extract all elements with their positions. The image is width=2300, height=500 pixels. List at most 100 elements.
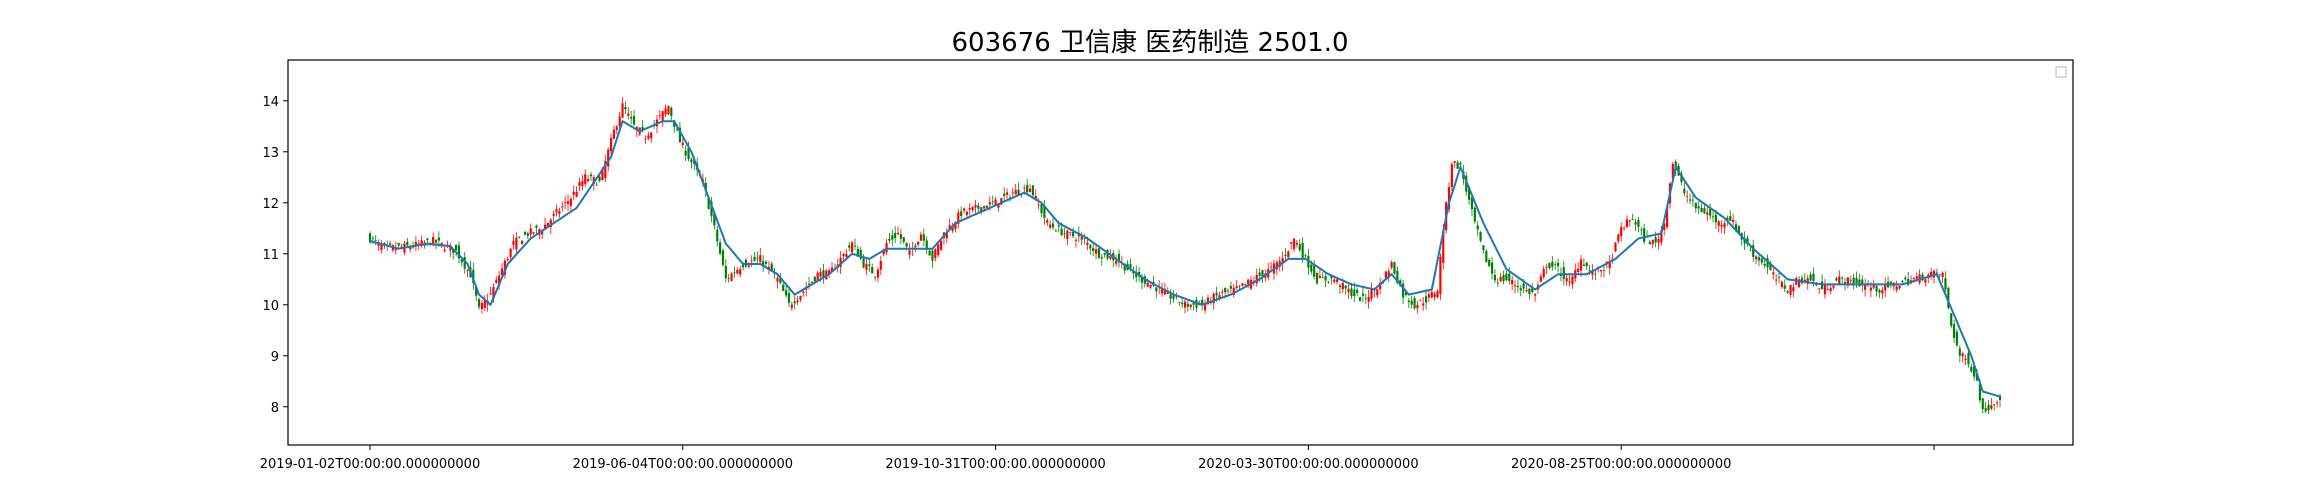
candle-body [1835,278,1838,281]
candle-body [1577,268,1580,272]
candle-body [1069,232,1072,234]
candle-body [1622,228,1626,230]
candle-body [1396,270,1399,284]
candle-body [1436,291,1439,298]
candle-body [873,276,877,278]
candle-body [1402,283,1405,298]
candle-body [1049,224,1052,228]
candle-body [630,117,633,119]
candle-body [937,244,940,256]
candle-body [1551,261,1554,267]
candle-body [1562,267,1565,280]
candle-body [1364,297,1367,299]
y-tick-label: 10 [262,299,279,314]
candle-body [552,213,555,216]
candle-body [1912,278,1915,280]
candle-body [681,142,684,146]
candle-body [960,211,963,217]
candle-body [1987,404,1990,411]
candle-body [1106,249,1109,259]
candle-body [1554,264,1557,266]
candle-body [1978,384,1982,401]
candle-body [1671,163,1674,179]
candle-body [1014,189,1017,195]
candle-body [472,269,475,283]
candle-body [796,300,799,303]
candle-body [426,238,429,241]
candle-body [466,269,469,271]
candle-body [535,225,538,228]
candle-body [868,264,871,266]
candle-body [1534,294,1537,296]
candle-body [587,179,590,182]
candle-body [1244,283,1247,285]
candle-body [1591,271,1594,275]
candle-body [1456,162,1459,169]
candle-body [1502,275,1505,282]
candle-body [1338,285,1342,288]
candle-body [1688,199,1692,201]
candle-body [1852,277,1855,286]
candle-body [1005,192,1009,195]
candle-body [1499,276,1502,282]
candle-body [1092,247,1095,251]
candle-body [1040,203,1043,214]
candle-body [644,138,647,140]
candle-body [1281,258,1284,264]
candle-body [1706,212,1709,215]
candle-body [965,211,968,215]
candle-body [1637,220,1640,227]
candle-body [1548,263,1551,269]
candle-body [704,182,707,192]
candle-body [1568,281,1571,283]
candle-body [564,201,567,203]
candle-body [934,249,937,259]
candle-body [463,257,466,269]
candle-body [1318,275,1321,279]
candle-body [1734,224,1738,232]
candle-body [555,209,558,213]
candle-body [414,242,418,247]
candle-body [750,260,753,262]
candle-body [1080,236,1083,240]
candle-body [1792,287,1795,292]
candle-body [733,272,736,274]
candle-body [1588,270,1591,271]
candle-body [1565,277,1568,282]
candle-body [1846,277,1849,286]
candle-body [457,245,461,259]
candle-body [1390,262,1393,268]
candle-body [1864,284,1867,290]
candle-body [721,250,725,265]
candle-body [985,205,989,208]
candle-body [1350,288,1353,297]
candle-body [707,197,710,210]
candle-body [917,241,920,245]
candle-body [779,277,782,283]
candle-body [589,174,593,177]
candle-body [793,301,796,304]
candle-body [1376,289,1379,296]
candle-body [954,222,957,229]
candle-body [1511,280,1514,285]
candle-body [1416,304,1419,309]
candle-body [1648,241,1651,245]
candle-body [1023,187,1026,189]
candle-body [1901,281,1904,283]
candle-body [480,302,484,310]
candle-body [1459,162,1462,165]
candle-body [518,236,521,238]
candle-body [1651,239,1654,245]
ma-line [369,119,2001,398]
candle-body [1086,242,1089,245]
candle-body [1746,238,1749,245]
candle-body [595,184,598,186]
candle-body [1284,254,1287,257]
candle-body [1663,223,1666,230]
candle-body [1809,274,1812,281]
candle-body [598,176,601,181]
candle-body [1447,187,1451,210]
candle-body [1430,291,1433,298]
candle-body [1057,225,1060,227]
candle-body [1528,288,1531,295]
